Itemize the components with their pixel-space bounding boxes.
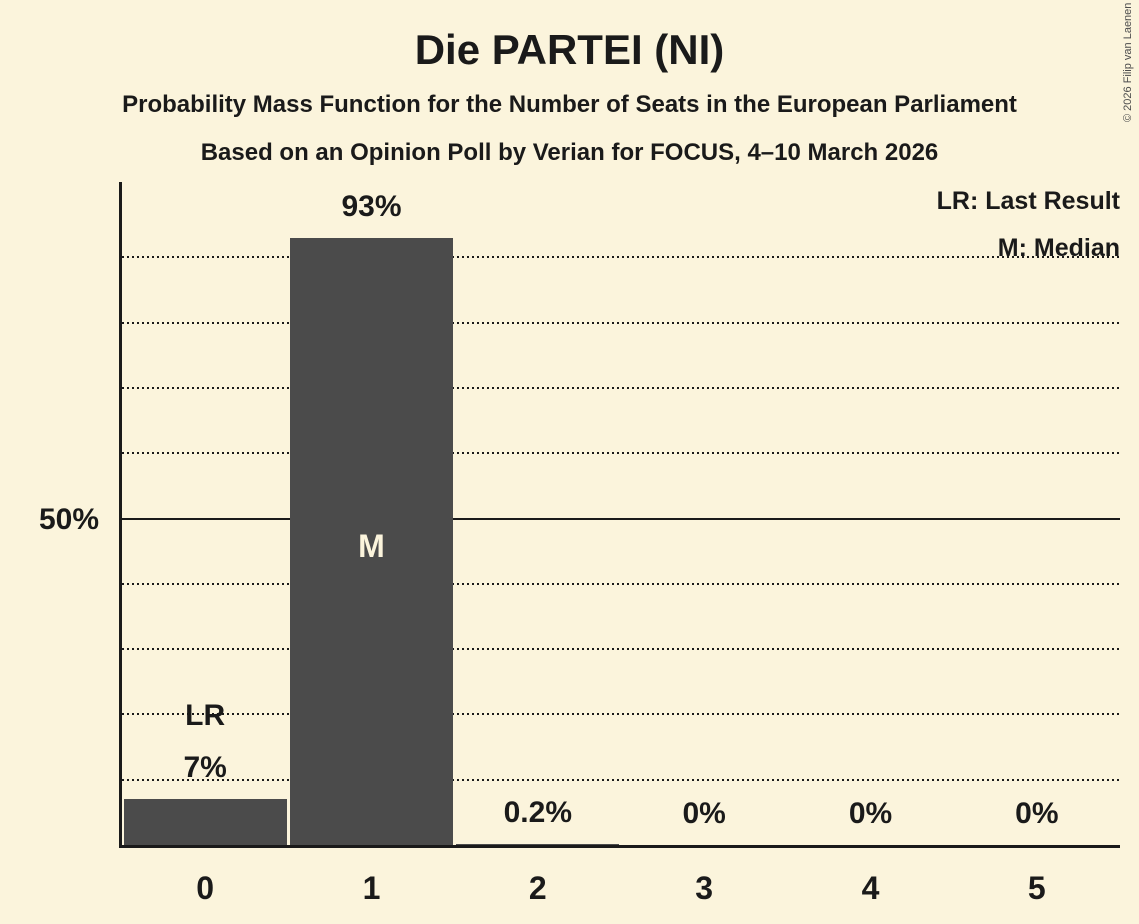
bar-value-label-0: 7% bbox=[183, 751, 227, 785]
legend-last-result: LR: Last Result bbox=[936, 187, 1120, 215]
x-axis-tick-label-1: 1 bbox=[362, 870, 381, 906]
plot-area: 7% 93% 0.2% 0% 0% 0% LR M 0 1 2 3 4 5 bbox=[119, 182, 1120, 906]
bar-value-label-3: 0% bbox=[682, 797, 726, 830]
bar-seats-1 bbox=[289, 237, 454, 845]
x-axis-tick-label-5: 5 bbox=[1027, 870, 1046, 906]
x-axis-tick-label-0: 0 bbox=[196, 870, 215, 906]
gridline-90-percent bbox=[122, 256, 1120, 259]
chart-source-line: Based on an Opinion Poll by Verian for F… bbox=[200, 139, 939, 166]
bar-value-label-2: 0.2% bbox=[503, 795, 573, 829]
chart-subtitle: Probability Mass Function for the Number… bbox=[122, 91, 1017, 118]
annotation-last-result: LR bbox=[185, 699, 226, 733]
bar-value-label-4: 0% bbox=[848, 797, 893, 830]
gridline-60-percent bbox=[122, 452, 1120, 455]
gridline-70-percent bbox=[122, 386, 1120, 389]
gridline-10-percent bbox=[122, 778, 1120, 781]
gridline-30-percent bbox=[122, 648, 1120, 651]
bar-seats-0 bbox=[123, 799, 287, 845]
x-axis-tick-label-4: 4 bbox=[861, 870, 880, 906]
annotation-median: M bbox=[358, 527, 385, 564]
bar-value-label-5: 0% bbox=[1015, 797, 1059, 830]
gridline-40-percent bbox=[122, 582, 1120, 585]
bar-seats-2 bbox=[456, 843, 620, 845]
chart-title: Die PARTEI (NI) bbox=[414, 26, 725, 73]
x-axis-tick-label-2: 2 bbox=[528, 870, 547, 906]
legend-median: M: Median bbox=[997, 234, 1120, 262]
x-axis-tick-label-3: 3 bbox=[695, 870, 714, 906]
bar-value-label-1: 93% bbox=[341, 189, 402, 223]
y-axis-tick-label: 50% bbox=[38, 503, 99, 536]
gridline-20-percent bbox=[122, 713, 1120, 716]
copyright-notice: © 2026 Filip van Laenen bbox=[1122, 2, 1134, 122]
gridline-50-percent bbox=[122, 517, 1120, 520]
gridline-80-percent bbox=[122, 321, 1120, 324]
